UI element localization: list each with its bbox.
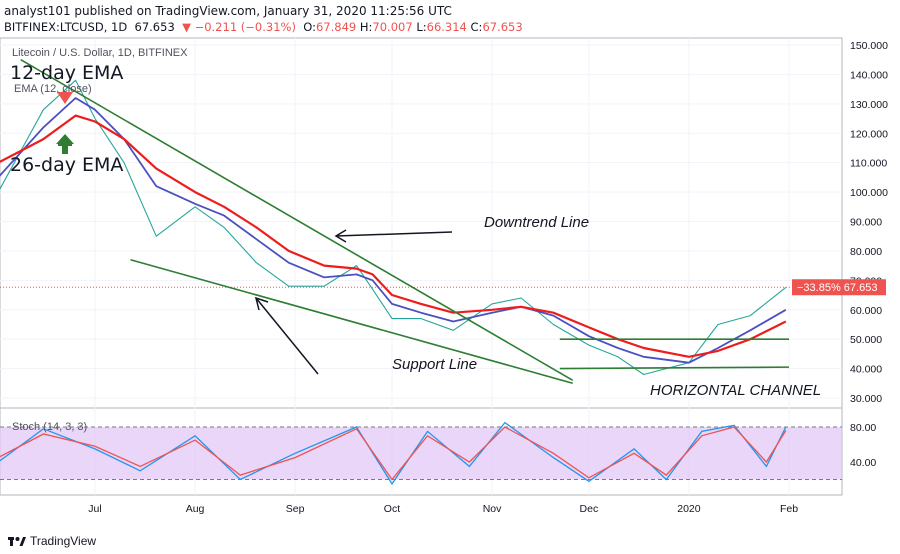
stoch-tick-label: 80.00 <box>850 422 876 434</box>
price-tag-text: −33.85% 67.653 <box>797 282 877 294</box>
y-tick-label: 90.000 <box>850 217 882 229</box>
downtrend-label: Downtrend Line <box>484 214 589 231</box>
footer-brand: TradingView <box>30 534 97 548</box>
low-value: 66.314 <box>426 20 467 34</box>
support-arrow-head <box>254 296 269 311</box>
low-label: L: <box>416 20 427 34</box>
symbol-label: BITFINEX:LTCUSD, 1D <box>4 20 128 34</box>
x-tick-label: Nov <box>483 503 502 515</box>
stoch-band <box>0 427 842 480</box>
y-tick-label: 140.000 <box>850 69 888 81</box>
trendline-downtrend <box>20 59 574 382</box>
open-value: 67.849 <box>315 20 357 34</box>
y-tick-label: 130.000 <box>850 99 888 111</box>
x-tick-label: Sep <box>286 503 305 515</box>
symbol-ohlc-line: BITFINEX:LTCUSD, 1D 67.653 ▼ −0.211 (−0.… <box>4 20 523 34</box>
time-axis: Jul Aug Sep Oct Nov Dec 2020 Feb <box>88 503 798 515</box>
stoch-tick-label: 40.00 <box>850 457 876 469</box>
stoch-lines <box>0 421 787 486</box>
ema26-label: 26-day EMA <box>10 154 123 176</box>
x-tick-label: Feb <box>780 503 798 515</box>
trend-lines <box>20 59 790 385</box>
support-arrow <box>255 297 319 375</box>
downtrend-arrow-head <box>334 229 347 243</box>
ema26-line <box>0 114 787 358</box>
channel-label: HORIZONTAL CHANNEL <box>650 382 821 399</box>
footer: TradingView <box>8 534 96 548</box>
ema12-line <box>0 97 787 364</box>
change-value: ▼ −0.211 (−0.31%) <box>182 20 296 34</box>
downtrend-arrow <box>335 231 453 237</box>
price-line <box>0 79 787 376</box>
ema26-up-arrow-head <box>56 134 74 144</box>
x-tick-label: 2020 <box>677 503 701 515</box>
high-label: H: <box>359 20 373 34</box>
price-tag <box>792 279 886 296</box>
stoch-axis: 80.00 40.00 <box>850 422 876 469</box>
ema12-label: 12-day EMA <box>10 62 123 84</box>
trendline-support <box>130 258 573 385</box>
close-value: 67.653 <box>482 20 523 34</box>
close-label: C: <box>470 20 483 34</box>
ema26-up-arrow-stem <box>58 144 72 154</box>
y-tick-label: 100.000 <box>850 187 888 199</box>
chart-frame <box>0 37 843 496</box>
y-tick-label: 30.000 <box>850 393 882 405</box>
y-tick-label: 80.000 <box>850 246 882 258</box>
series-lines <box>0 79 787 376</box>
y-tick-label: 150.000 <box>850 40 888 52</box>
support-label: Support Line <box>392 356 477 373</box>
trendline-channel-bottom <box>559 366 790 370</box>
open-label: O: <box>303 20 316 34</box>
y-tick-label: 50.000 <box>850 334 882 346</box>
y-tick-label: 60.000 <box>850 305 882 317</box>
last-price: 67.653 <box>134 20 175 34</box>
stoch-label: Stoch (14, 3, 3) <box>12 421 87 433</box>
legend-title: Litecoin / U.S. Dollar, 1D, BITFINEX <box>12 47 188 59</box>
x-tick-label: Dec <box>580 503 599 515</box>
tradingview-logo-icon <box>8 537 26 546</box>
x-tick-label: Jul <box>88 503 101 515</box>
x-tick-label: Oct <box>384 503 400 515</box>
y-tick-label: 40.000 <box>850 364 882 376</box>
legend-ema: EMA (12, close) <box>14 83 92 95</box>
y-tick-label: 110.000 <box>850 158 887 170</box>
high-value: 70.007 <box>372 20 413 34</box>
stoch-d-line <box>0 426 787 481</box>
x-tick-label: Aug <box>186 503 205 515</box>
ema12-down-arrow <box>57 92 73 104</box>
grid <box>0 38 842 495</box>
publish-info: analyst101 published on TradingView.com,… <box>4 4 452 18</box>
y-tick-label: 120.000 <box>850 128 888 140</box>
price-axis: 150.000 140.000 130.000 120.000 110.000 100.0… <box>850 40 888 405</box>
